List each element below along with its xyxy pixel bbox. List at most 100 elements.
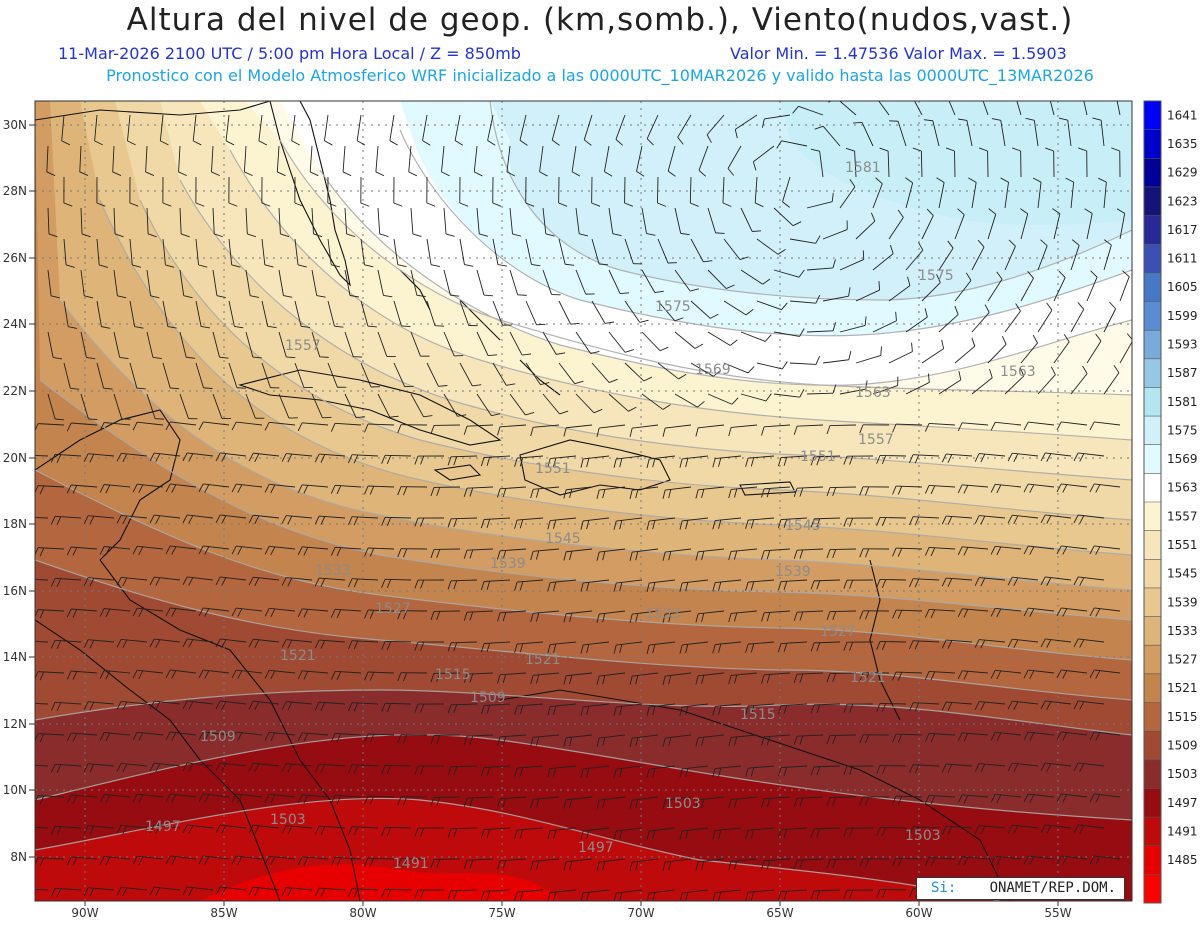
wind-barb (149, 886, 181, 896)
wind-barb (793, 486, 824, 497)
wind-barb (179, 207, 190, 238)
wind-barb (695, 486, 725, 499)
wind-barb (480, 703, 511, 715)
wind-barb (1004, 239, 1016, 271)
wind-barb (330, 608, 362, 619)
wind-barb (344, 269, 359, 298)
wind-barb (165, 483, 197, 493)
wind-barb (777, 455, 808, 467)
wind-barb (231, 545, 263, 555)
wind-barb (397, 734, 428, 744)
lon-label: 65W (766, 906, 793, 920)
wind-barb (414, 889, 445, 899)
wind-barb (859, 858, 890, 868)
wind-barb (1056, 483, 1088, 493)
wind-barb (377, 269, 393, 298)
wind-barb (530, 796, 560, 809)
wind-barb (583, 114, 593, 146)
wind-barb (66, 422, 98, 432)
subtitle-date: 11-Mar-2026 2100 UTC / 5:00 pm Hora Loca… (58, 44, 521, 63)
wind-barb (430, 424, 461, 435)
wind-barb (129, 362, 146, 390)
contour-label: 1551 (535, 461, 571, 477)
wind-barb (810, 827, 841, 838)
colorbar-label: 1593 (1167, 337, 1198, 351)
wind-barb (397, 548, 428, 558)
lon-label: 80W (349, 906, 376, 920)
wind-barb (182, 824, 214, 834)
wind-barb (596, 610, 626, 623)
wind-barb (99, 422, 131, 431)
wind-barb (497, 672, 527, 684)
wind-barb (389, 114, 398, 146)
wind-barb (463, 610, 494, 621)
wind-barb (629, 424, 659, 437)
wind-barb (248, 514, 280, 525)
wind-barb (377, 393, 399, 418)
wind-barb (674, 207, 690, 236)
wind-barb (430, 548, 461, 559)
wind-barb (1083, 101, 1088, 116)
wind-barb (231, 669, 263, 679)
wind-barb (162, 300, 177, 329)
wind-barb (991, 118, 1006, 147)
wind-barb (957, 670, 989, 680)
contour-label: 1533 (315, 563, 351, 579)
wind-barb (773, 328, 805, 337)
wind-barb (381, 826, 412, 837)
contour-label: 1575 (918, 268, 954, 284)
contour-label: 1575 (655, 299, 691, 315)
lat-label: 16N (3, 584, 27, 598)
wind-barb (1004, 367, 1025, 395)
wind-barb (876, 888, 907, 899)
wind-barb (463, 548, 494, 559)
central-america-coast (99, 559, 361, 901)
wind-barb (447, 579, 478, 590)
contour-label: 1509 (470, 690, 506, 706)
wind-barb (547, 765, 577, 778)
wind-barb (806, 259, 836, 271)
wind-barb (132, 545, 164, 555)
map-title: Altura del nivel de geop. (km,somb.), Vi… (126, 2, 1074, 38)
colorbar-label: 1575 (1167, 423, 1198, 437)
wind-barb (454, 114, 464, 146)
wind-barb (591, 238, 609, 266)
wind-barb (116, 638, 148, 649)
colorbar-label: 1641 (1167, 108, 1198, 122)
wind-barb (530, 858, 560, 871)
wind-barb (231, 607, 263, 617)
wind-barb (575, 269, 595, 295)
wind-barb (558, 300, 580, 325)
wind-barb (514, 455, 544, 467)
wind-barb (1056, 793, 1088, 803)
wind-barb (924, 546, 956, 557)
wind-barb (777, 517, 808, 529)
wind-barb (596, 424, 626, 437)
wind-barb (608, 269, 630, 294)
wind-barb (1073, 700, 1105, 710)
wind-barb (777, 889, 808, 901)
wind-barb (629, 796, 659, 809)
colorbar-swatch (1144, 272, 1161, 302)
wind-barb (909, 764, 940, 774)
wind-barb (782, 176, 791, 208)
lat-label: 22N (3, 384, 27, 398)
subtitle-model: Pronostico con el Modelo Atmosferico WRF… (106, 66, 1094, 85)
wind-barb (63, 176, 73, 207)
wind-barb (923, 119, 940, 147)
contour-1491 (35, 797, 1001, 901)
wind-barb (215, 638, 247, 648)
wind-barb (264, 483, 296, 494)
wind-barb (690, 300, 719, 319)
wind-barb (162, 238, 175, 268)
wind-barb (463, 672, 494, 683)
wind-barb (397, 424, 428, 434)
wind-barb (1053, 334, 1070, 364)
wind-barb (397, 858, 428, 868)
wind-barb (356, 114, 366, 146)
wind-barb (690, 238, 713, 263)
wind-barb (80, 207, 91, 238)
wind-barb (327, 362, 347, 388)
wind-barb (278, 207, 290, 238)
wind-barb (698, 145, 709, 177)
